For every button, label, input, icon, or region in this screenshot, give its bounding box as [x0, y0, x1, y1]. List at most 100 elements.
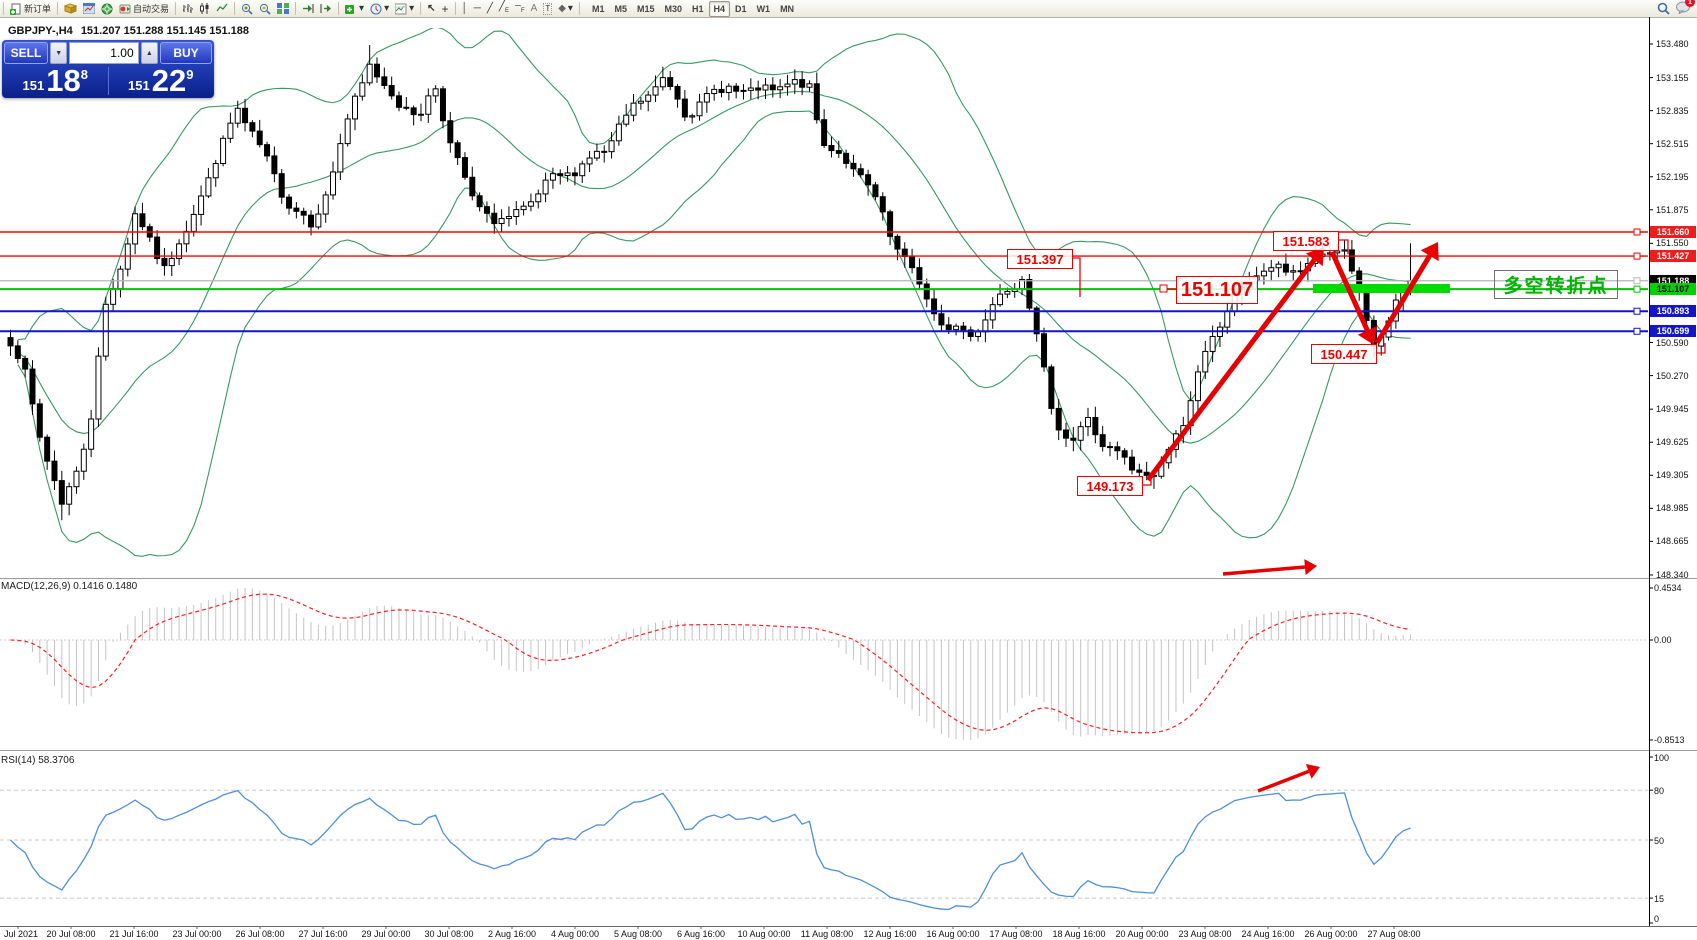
- price-annotation-label[interactable]: 150.447: [1311, 344, 1377, 364]
- price-annotation-label[interactable]: 149.173: [1077, 476, 1143, 496]
- time-axis-label: 2 Aug 16:00: [487, 929, 537, 939]
- templates-button[interactable]: ▾: [392, 1, 417, 16]
- volume-increase-button[interactable]: ▲: [140, 42, 158, 64]
- dropdown-caret: ▾: [567, 2, 573, 14]
- price-tick-label: 150.270: [1656, 370, 1689, 381]
- separator: [295, 2, 297, 15]
- notifications-button[interactable]: 1: [1676, 0, 1695, 16]
- timeframe-button-mn[interactable]: MN: [780, 3, 795, 14]
- buy-button[interactable]: BUY: [160, 42, 212, 64]
- price-scale-badge: 151.427: [1650, 250, 1696, 263]
- time-axis-label: 11 Aug 08:00: [800, 929, 854, 939]
- text-icon: A: [530, 2, 538, 14]
- timeframe-button-m15[interactable]: M15: [636, 3, 655, 14]
- chart-shift-icon: [320, 4, 332, 13]
- price-tick-label: 149.945: [1656, 404, 1689, 415]
- zoom-in-button[interactable]: [238, 1, 256, 16]
- timeframe-button-h4[interactable]: H4: [708, 0, 731, 17]
- search-icon[interactable]: [1657, 2, 1670, 15]
- navigator-icon: [101, 3, 113, 14]
- zoom-in-icon: [241, 3, 253, 15]
- price-tick-label: 153.480: [1656, 39, 1689, 49]
- indicators-button[interactable]: ▾: [342, 1, 367, 16]
- cursor-tool-button[interactable]: ↖: [424, 1, 438, 16]
- price-tick-label: 153.155: [1656, 72, 1689, 83]
- pivot-zone-bar[interactable]: [1313, 284, 1450, 293]
- text-tool-button[interactable]: A: [528, 1, 541, 16]
- timeframe-button-m1[interactable]: M1: [591, 3, 605, 14]
- trendline-tool-button[interactable]: ╱: [484, 1, 496, 16]
- time-axis-label: 26 Aug 00:00: [1304, 929, 1358, 939]
- annotation-overlay: [1071, 239, 1439, 793]
- time-axis-label: 18 Aug 16:00: [1052, 929, 1106, 939]
- channel-tool-button[interactable]: ╱E: [496, 1, 512, 16]
- time-axis-label: 21 Jul 16:00: [109, 929, 159, 939]
- macd-pane[interactable]: [0, 588, 1648, 740]
- profiles-button[interactable]: [61, 1, 80, 16]
- new-order-button[interactable]: 新订单: [7, 1, 54, 16]
- sell-button[interactable]: SELL: [4, 42, 48, 64]
- ohlc-values: 151.207 151.288 151.145 151.188: [80, 25, 250, 37]
- candlestick-button[interactable]: [196, 1, 213, 16]
- price-scale-badge: 151.660: [1650, 226, 1696, 238]
- rsi-pane[interactable]: [0, 789, 1648, 911]
- timeframe-button-d1[interactable]: D1: [735, 3, 747, 14]
- periods-button[interactable]: ▾: [367, 1, 392, 16]
- macd-histogram: [17, 588, 1412, 740]
- time-axis-label: 26 Jul 08:00: [235, 929, 285, 939]
- time-axis-label: 17 Aug 08:00: [989, 929, 1043, 939]
- rsi-scale-label: 15: [1654, 894, 1665, 905]
- crosshair-tool-button[interactable]: +: [439, 1, 452, 16]
- line-chart-button[interactable]: [213, 1, 231, 16]
- market-watch-button[interactable]: [80, 1, 98, 16]
- crosshair-icon: +: [441, 1, 449, 16]
- macd-indicator-label: MACD(12,26,9) 0.1416 0.1480: [1, 581, 138, 592]
- one-click-trading-panel: SELL ▼ 1.00 ▲ BUY 151 18 8 151 22 9: [2, 40, 214, 98]
- time-axis-label: 20 Aug 00:00: [1115, 929, 1169, 939]
- price-scale-badge: 151.107: [1650, 283, 1696, 296]
- volume-input[interactable]: 1.00: [69, 42, 139, 64]
- buy-price[interactable]: 151 22 9: [110, 65, 213, 97]
- pivot-note-label[interactable]: 多空转折点: [1494, 270, 1618, 299]
- fibonacci-tool-button[interactable]: ┄F: [512, 1, 528, 16]
- price-annotation-label[interactable]: 151.107: [1176, 276, 1258, 304]
- price-scale-badge: 150.699: [1650, 325, 1696, 338]
- sell-price-sup: 8: [80, 67, 88, 82]
- time-axis-label: 29 Jul 00:00: [361, 929, 411, 939]
- main-chart-pane[interactable]: [0, 27, 1648, 557]
- time-axis-label: 27 Aug 08:00: [1367, 929, 1421, 939]
- hline-tool-button[interactable]: ─: [471, 1, 484, 16]
- label-tool-button[interactable]: T: [540, 1, 555, 16]
- volume-decrease-button[interactable]: ▼: [50, 42, 68, 64]
- separator: [420, 2, 422, 15]
- separator: [3, 2, 4, 15]
- periods-icon: [370, 3, 382, 14]
- autotrading-button[interactable]: 自动交易: [116, 1, 172, 16]
- price-annotation-label[interactable]: 151.583: [1273, 231, 1339, 251]
- chart-shift-button[interactable]: [317, 1, 335, 16]
- navigator-button[interactable]: [98, 1, 116, 16]
- zoom-out-button[interactable]: [256, 1, 274, 16]
- timeframe-button-m30[interactable]: M30: [664, 3, 683, 14]
- tile-windows-button[interactable]: [274, 1, 292, 16]
- sell-price[interactable]: 151 18 8: [4, 65, 107, 97]
- timeframe-button-m5[interactable]: M5: [614, 3, 627, 14]
- price-tick-label: 149.305: [1656, 470, 1689, 481]
- symbol-timeframe: GBPJPY-,H4: [8, 25, 73, 37]
- time-axis-label: 20 Jul 08:00: [46, 929, 96, 939]
- price-annotation-label[interactable]: 151.397: [1007, 249, 1073, 269]
- sell-price-prefix: 151: [22, 78, 45, 93]
- vline-tool-button[interactable]: │: [459, 1, 471, 16]
- horizontal-level-lines[interactable]: [0, 228, 1648, 335]
- separator: [175, 2, 177, 15]
- timeframe-button-w1[interactable]: W1: [756, 3, 771, 14]
- price-tick-label: 148.665: [1656, 536, 1689, 547]
- timeframe-button-h1[interactable]: H1: [692, 3, 704, 14]
- dropdown-caret: ▾: [409, 2, 415, 14]
- label-icon: T: [543, 2, 553, 15]
- shapes-tool-button[interactable]: ◆ ▾: [555, 1, 576, 16]
- bar-chart-button[interactable]: [179, 1, 196, 16]
- chart-title: GBPJPY-,H4 151.207 151.288 151.145 151.1…: [8, 25, 249, 37]
- auto-scroll-button[interactable]: [299, 1, 317, 16]
